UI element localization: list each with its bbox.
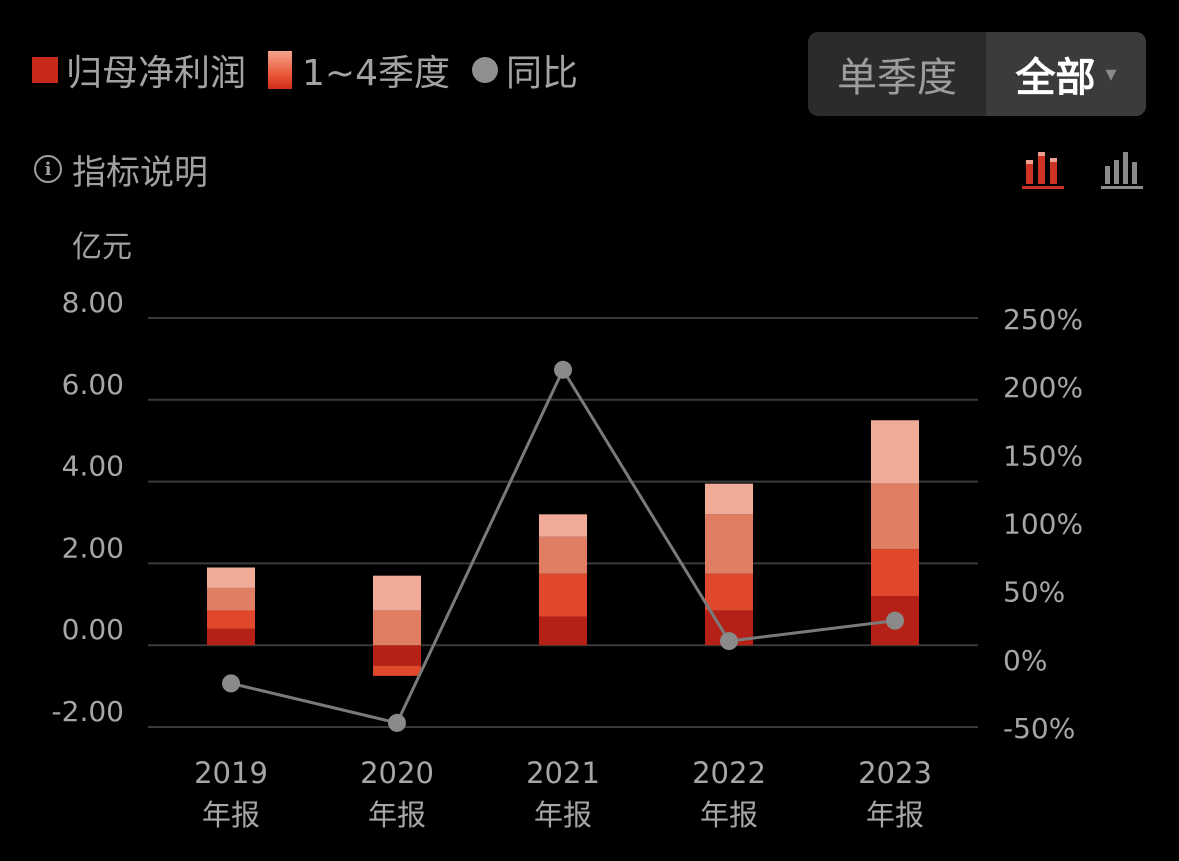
bar-segment-q2 [539,573,587,617]
left-axis-tick-label: 4.00 [62,450,124,483]
all-periods-label: 全部 [1015,55,1096,101]
x-axis-tick-label: 年报 [202,798,260,832]
left-axis-tick-label: 8.00 [62,286,124,319]
legend-swatch-yoy [472,57,498,83]
bar-segment-q1 [539,616,587,646]
bar-segment-q3 [705,514,753,574]
x-axis-tick-label: 2022 [692,756,766,790]
bar-segment-q2 [705,573,753,611]
x-axis-tick-label: 年报 [866,798,924,832]
info-circle-icon: i [34,155,62,183]
left-axis-tick-label: 6.00 [62,368,124,401]
bar-segment-q3 [871,483,919,550]
x-axis-tick-label: 2020 [360,756,434,790]
legend-label-net-profit: 归母净利润 [66,53,247,94]
bar-segment-q2 [871,549,919,597]
yoy-point [554,360,572,379]
right-axis-tick-label: -50% [1003,712,1075,745]
bar-segment-q4 [871,420,919,484]
bar-segment-q3 [373,610,421,646]
grouped-bar-view-button[interactable] [1101,150,1145,190]
indicator-description-link[interactable]: i 指标说明 [34,148,208,193]
chart-legend: 归母净利润 1~4季度 同比 [32,46,600,94]
bar-segment-q1 [207,628,255,646]
bar-segment-q2 [207,610,255,629]
legend-item-quarters: 1~4季度 [268,44,450,96]
caret-down-icon: ▾ [1105,61,1117,87]
period-segmented-control: 单季度 全部 ▾ [808,32,1146,116]
x-axis-tick-label: 年报 [368,798,426,832]
bar-segment-q4 [539,514,587,537]
single-quarter-label: 单季度 [837,55,957,101]
x-axis-tick-label: 2021 [526,756,600,790]
stacked-bar-view-button[interactable] [1022,150,1066,190]
legend-item-yoy: 同比 [472,44,578,96]
left-axis-tick-label: 2.00 [62,531,124,564]
indicator-description-label: 指标说明 [72,152,208,193]
right-axis-tick-label: 150% [1003,439,1083,472]
right-axis-tick-label: 100% [1003,508,1083,541]
bar-segment-q2 [373,665,421,676]
x-axis-tick-label: 年报 [700,798,758,832]
stacked-bar-chart-icon [1022,152,1064,189]
x-axis-tick-label: 2023 [858,756,932,790]
bar-segment-q4 [705,483,753,515]
legend-label-yoy: 同比 [506,53,579,94]
bar-segment-q3 [207,587,255,611]
bar-segment-q3 [539,536,587,574]
right-axis-tick-label: 50% [1003,576,1065,609]
bar-segment-q4 [373,575,421,611]
yoy-point [222,674,240,693]
left-axis-tick-label: -2.00 [52,695,124,728]
single-quarter-tab[interactable]: 单季度 [808,32,986,116]
left-axis-tick-label: 0.00 [62,613,124,646]
bar-segment-q4 [207,567,255,588]
yoy-point [720,632,738,651]
right-axis-tick-label: 250% [1003,303,1083,336]
x-axis-tick-label: 年报 [534,798,592,832]
legend-item-net-profit: 归母净利润 [32,44,246,96]
y-axis-unit-label: 亿元 [72,230,132,265]
grouped-bar-chart-icon [1101,152,1143,189]
x-axis-tick-label: 2019 [194,756,268,790]
yoy-point [886,611,904,630]
legend-label-quarters: 1~4季度 [302,53,450,94]
bar-segment-q1 [373,645,421,666]
all-periods-dropdown[interactable]: 全部 ▾ [986,32,1146,116]
yoy-point [388,713,406,732]
legend-swatch-quarters [268,51,293,89]
right-axis-tick-label: 0% [1003,644,1047,677]
legend-swatch-net-profit [32,57,58,83]
right-axis-tick-label: 200% [1003,371,1083,404]
